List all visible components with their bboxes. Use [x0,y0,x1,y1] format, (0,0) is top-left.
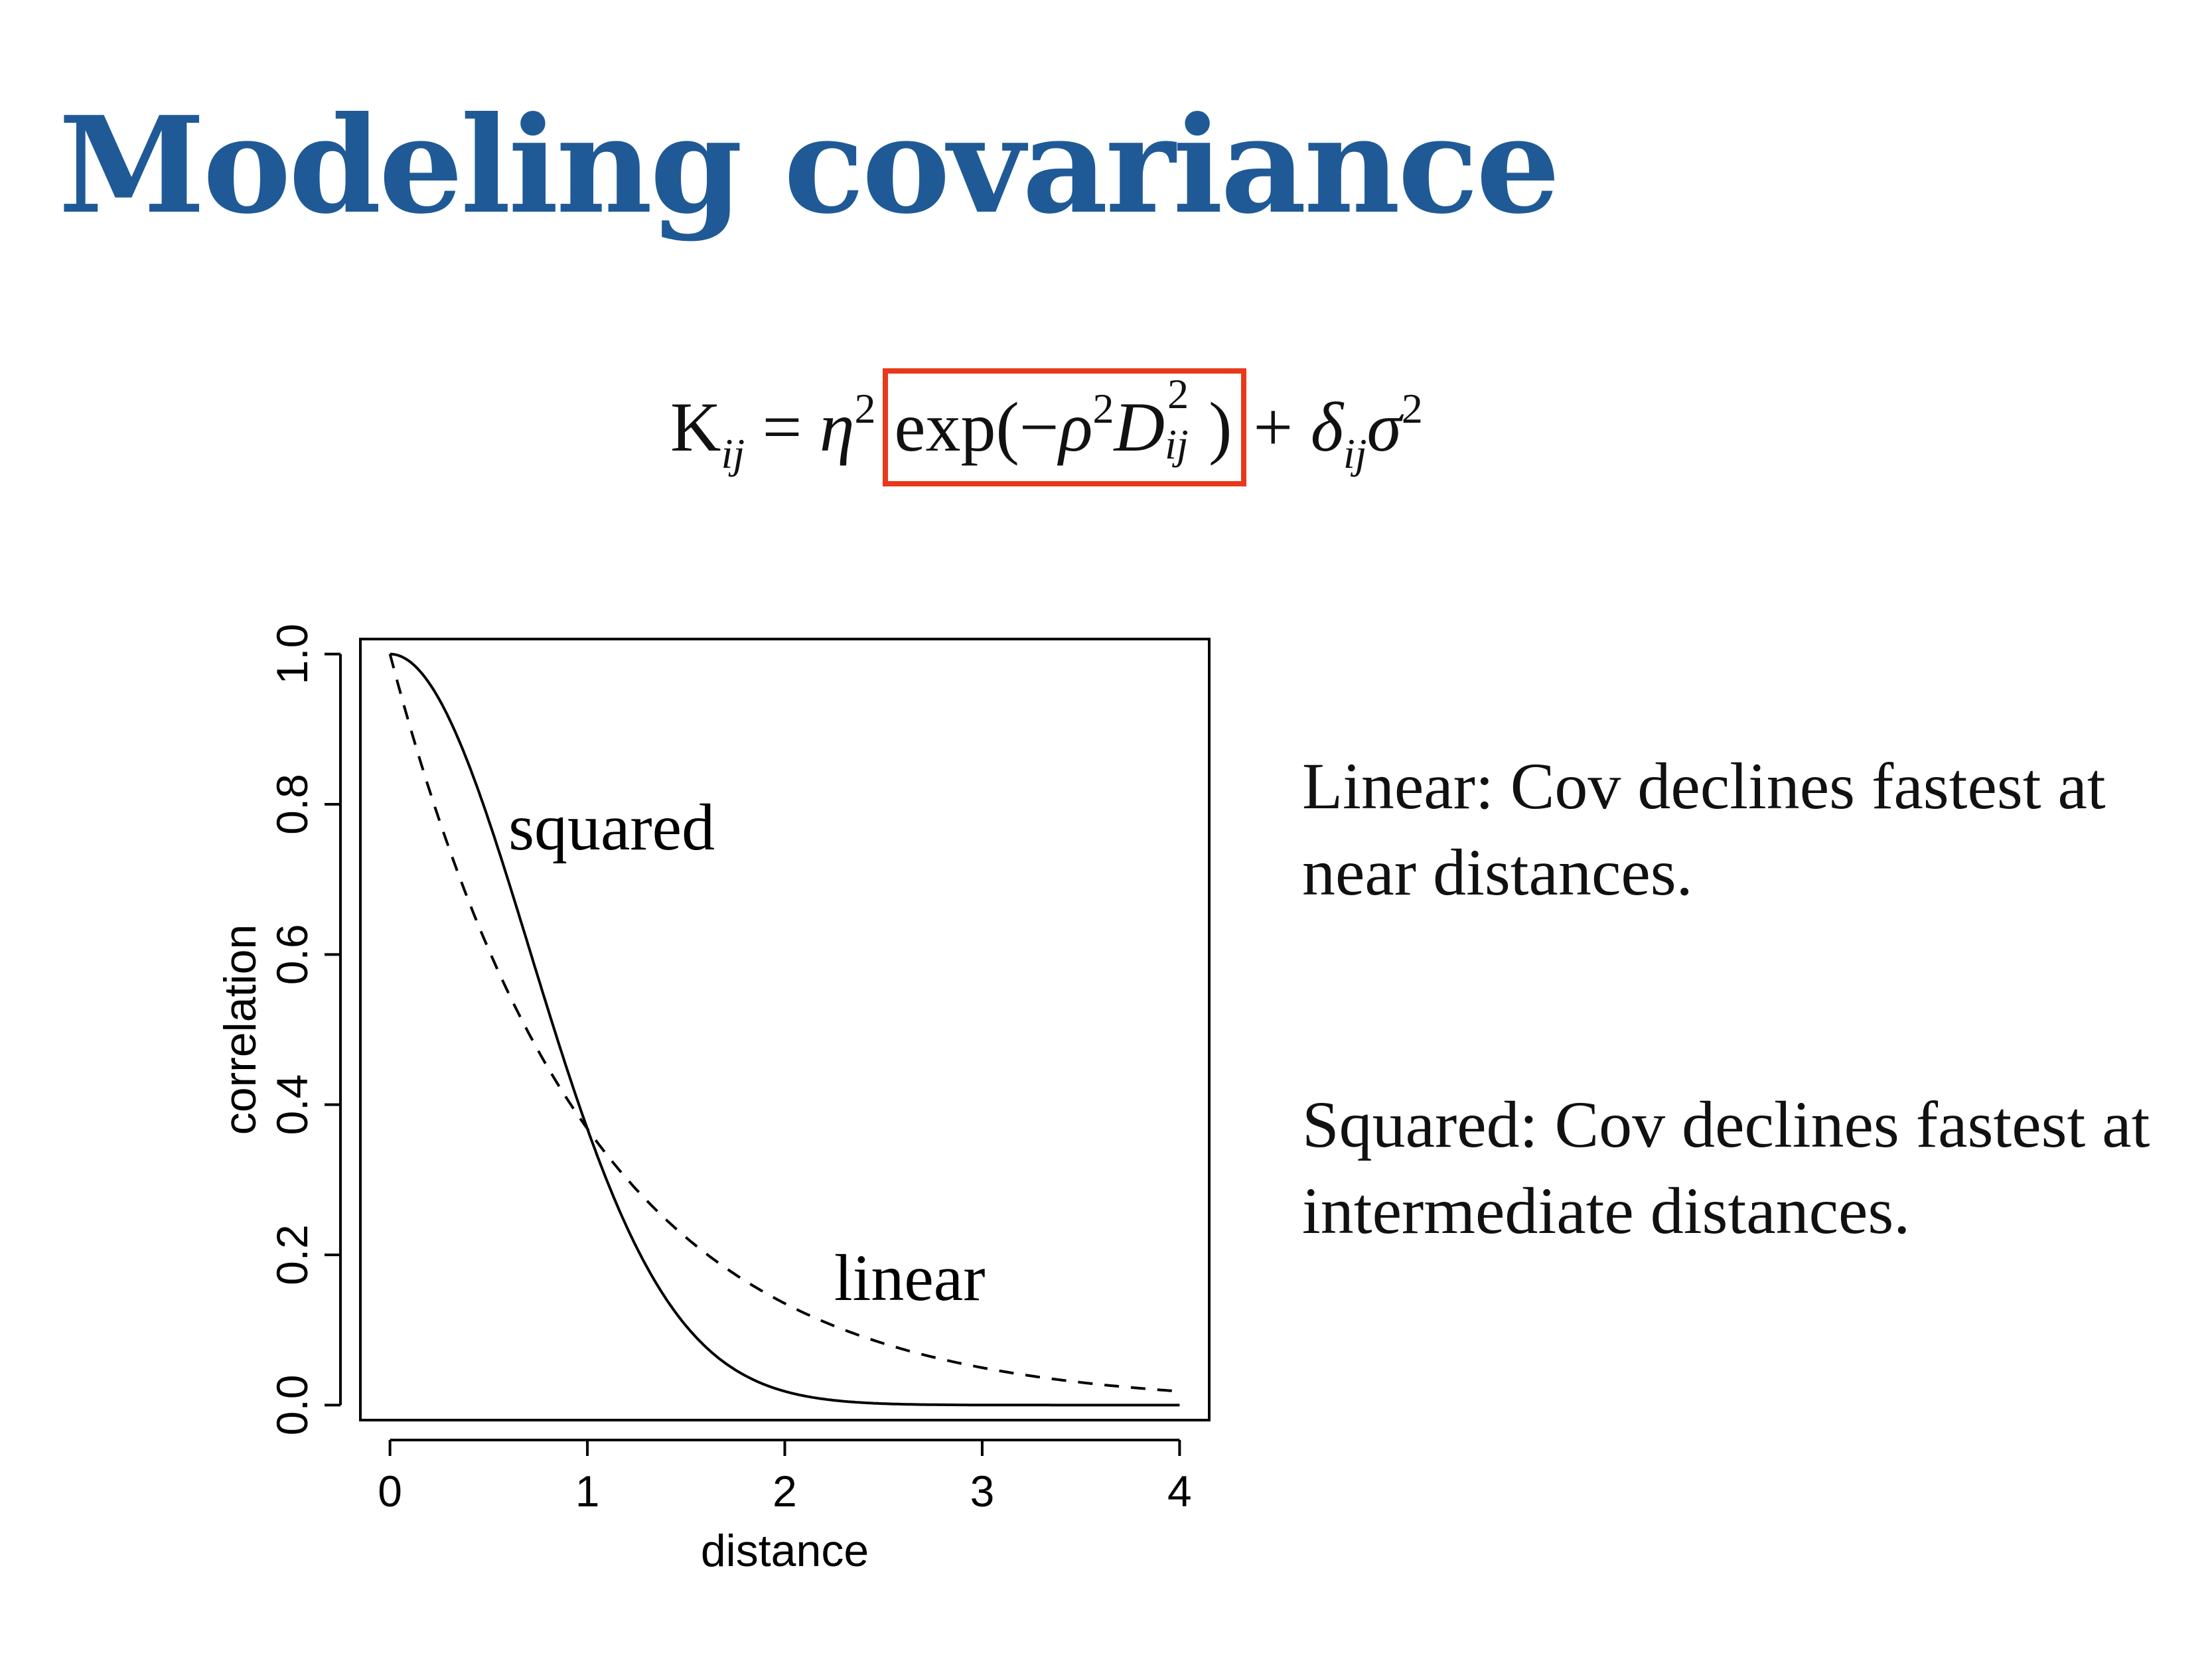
formula-eta-sup: 2 [854,385,876,432]
y-tick-label: 0.8 [267,774,317,835]
formula-plus: + [1253,388,1293,466]
highlight-box: exp(−ρ2D 2 ij) [882,368,1247,486]
y-tick-label: 0.4 [267,1074,317,1135]
squared-note: Squared: Cov declines fastest at interme… [1302,1088,2150,1248]
y-tick-label: 0.2 [267,1224,317,1285]
formula-rho-sup: 2 [1092,385,1114,432]
x-tick-label: 1 [575,1467,600,1516]
plot-frame [359,638,1211,1421]
formula-d-sup: 2 [1167,370,1189,417]
x-tick-label: 3 [970,1467,995,1516]
formula-delta-sub: ij [1343,430,1367,477]
x-tick-label: 4 [1167,1467,1192,1516]
x-tick-label: 2 [773,1467,797,1516]
formula-exp-close: ) [1209,388,1232,466]
x-tick-label: 0 [378,1467,402,1516]
annotation-linear: linear [834,1241,986,1315]
formula-delta: δ [1310,388,1343,466]
x-axis-label: distance [701,1526,869,1576]
formula-rho: ρ [1059,388,1093,466]
y-axis-label: correlation [215,924,265,1135]
annotation-squared: squared [508,790,715,864]
y-tick-label: 0.0 [267,1374,317,1435]
y-tick-label: 1.0 [267,624,317,685]
series-squared-line [390,652,1180,1407]
series-linear-line [388,654,1180,1393]
slide-title: Modeling covariance [58,88,1560,244]
formula-sigma: σ [1366,388,1402,466]
formula-k-sub: ij [721,430,745,477]
linear-note: Linear: Cov declines fastest at near dis… [1302,749,2106,909]
formula-d-sub: ij [1165,421,1189,468]
formula-d-supsub: 2 ij [1165,373,1209,466]
formula-equals: = [762,388,802,466]
covariance-formula: Kij = η2 exp(−ρ2D 2 ij) + δijσ2 [670,368,1423,486]
formula-k: K [670,388,721,466]
formula-exp-open: exp(− [894,388,1059,466]
formula-sigma-sup: 2 [1401,385,1423,432]
formula-d: D [1114,388,1165,466]
formula-eta: η [819,388,855,466]
y-tick-label: 0.6 [267,924,317,985]
